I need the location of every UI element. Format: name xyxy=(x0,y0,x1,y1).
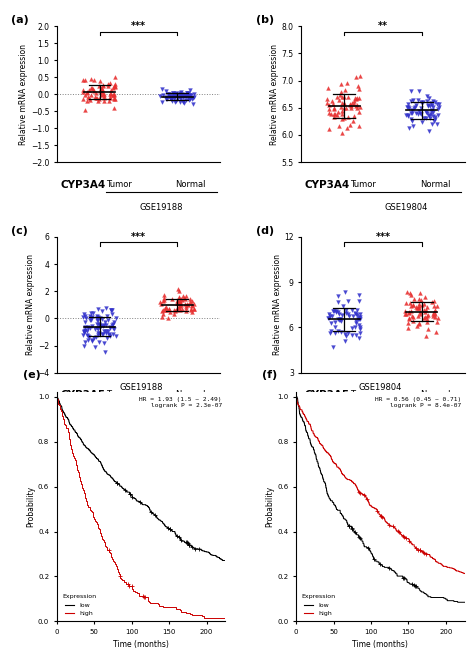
Point xyxy=(433,301,441,311)
Point xyxy=(94,95,102,106)
Text: ***: *** xyxy=(375,232,391,241)
Point xyxy=(433,99,440,109)
Text: Normal: Normal xyxy=(175,180,206,189)
Point xyxy=(186,294,193,305)
Point xyxy=(428,99,436,110)
Point xyxy=(173,296,181,306)
Point xyxy=(91,342,99,353)
Point xyxy=(87,313,95,324)
Point xyxy=(341,336,348,346)
Point xyxy=(428,105,436,115)
Point xyxy=(405,314,413,324)
Point xyxy=(325,104,333,114)
Point xyxy=(432,326,439,337)
Point xyxy=(355,333,362,343)
Point xyxy=(99,80,107,91)
Point xyxy=(177,300,185,311)
Point xyxy=(356,106,363,116)
Point xyxy=(404,318,411,328)
Point xyxy=(423,317,430,327)
Point xyxy=(178,90,185,101)
Point xyxy=(94,313,101,323)
Text: GSE19188: GSE19188 xyxy=(139,413,183,422)
Point xyxy=(355,296,363,307)
Point xyxy=(429,311,437,321)
Point xyxy=(435,103,442,114)
Point xyxy=(176,300,183,311)
Point xyxy=(190,99,197,109)
Point xyxy=(331,328,339,338)
Point xyxy=(334,314,342,324)
Point xyxy=(351,93,359,103)
Text: GSE19804: GSE19804 xyxy=(384,203,428,212)
Point xyxy=(426,101,434,112)
Point xyxy=(324,313,332,323)
Point xyxy=(93,318,100,329)
Point xyxy=(431,309,438,319)
Text: CYP3A4: CYP3A4 xyxy=(305,180,350,190)
Point xyxy=(407,86,415,96)
Y-axis label: Relative mRNA expression: Relative mRNA expression xyxy=(19,44,28,145)
Point xyxy=(109,90,117,100)
Point xyxy=(422,107,430,117)
Point xyxy=(100,89,107,99)
Point xyxy=(415,106,423,116)
Point xyxy=(428,109,435,119)
Point xyxy=(325,313,333,323)
Point xyxy=(186,85,194,95)
Point xyxy=(174,89,182,99)
Point xyxy=(180,290,187,301)
Text: HR = 0.56 (0.45 ~ 0.71)
logrank P = 8.4e-07: HR = 0.56 (0.45 ~ 0.71) logrank P = 8.4e… xyxy=(375,397,461,408)
Text: Normal: Normal xyxy=(420,390,450,400)
Point xyxy=(355,121,363,131)
Point xyxy=(190,303,198,314)
Title: GSE19804: GSE19804 xyxy=(359,383,402,392)
Point xyxy=(100,337,108,348)
Point xyxy=(85,93,92,103)
Point xyxy=(332,307,340,317)
Point xyxy=(81,308,88,318)
Point xyxy=(175,285,183,296)
Point xyxy=(408,290,415,301)
Point xyxy=(338,92,346,103)
Point xyxy=(408,311,415,321)
Point xyxy=(329,341,337,352)
Point xyxy=(82,325,89,336)
Point xyxy=(109,318,117,329)
Text: (a): (a) xyxy=(11,15,29,26)
Point xyxy=(338,106,346,116)
Point xyxy=(425,126,433,136)
Point xyxy=(335,326,342,336)
Point xyxy=(102,303,110,314)
Y-axis label: Relative mRNA expression: Relative mRNA expression xyxy=(270,44,279,145)
Point xyxy=(334,307,342,317)
Point xyxy=(173,304,181,315)
Point xyxy=(404,322,412,333)
Point xyxy=(353,101,360,111)
Point xyxy=(182,91,190,101)
Text: GSE19188: GSE19188 xyxy=(139,203,183,212)
Point xyxy=(176,297,183,307)
Point xyxy=(423,107,431,118)
Point xyxy=(106,89,114,99)
Point xyxy=(80,327,87,337)
Point xyxy=(165,303,173,314)
Point xyxy=(91,86,98,96)
Point xyxy=(184,92,191,102)
Point xyxy=(163,94,171,104)
Point xyxy=(173,90,180,101)
Point xyxy=(174,92,182,103)
Legend: low, high: low, high xyxy=(299,593,337,618)
Point xyxy=(80,326,88,337)
Point xyxy=(402,298,410,309)
Point xyxy=(356,314,364,324)
Point xyxy=(340,92,348,102)
Point xyxy=(404,111,411,121)
Point xyxy=(416,288,423,298)
Point xyxy=(79,330,86,340)
Point xyxy=(330,103,338,113)
Point xyxy=(95,81,103,92)
Text: Normal: Normal xyxy=(420,180,450,189)
Point xyxy=(415,318,422,328)
Point xyxy=(188,307,195,317)
